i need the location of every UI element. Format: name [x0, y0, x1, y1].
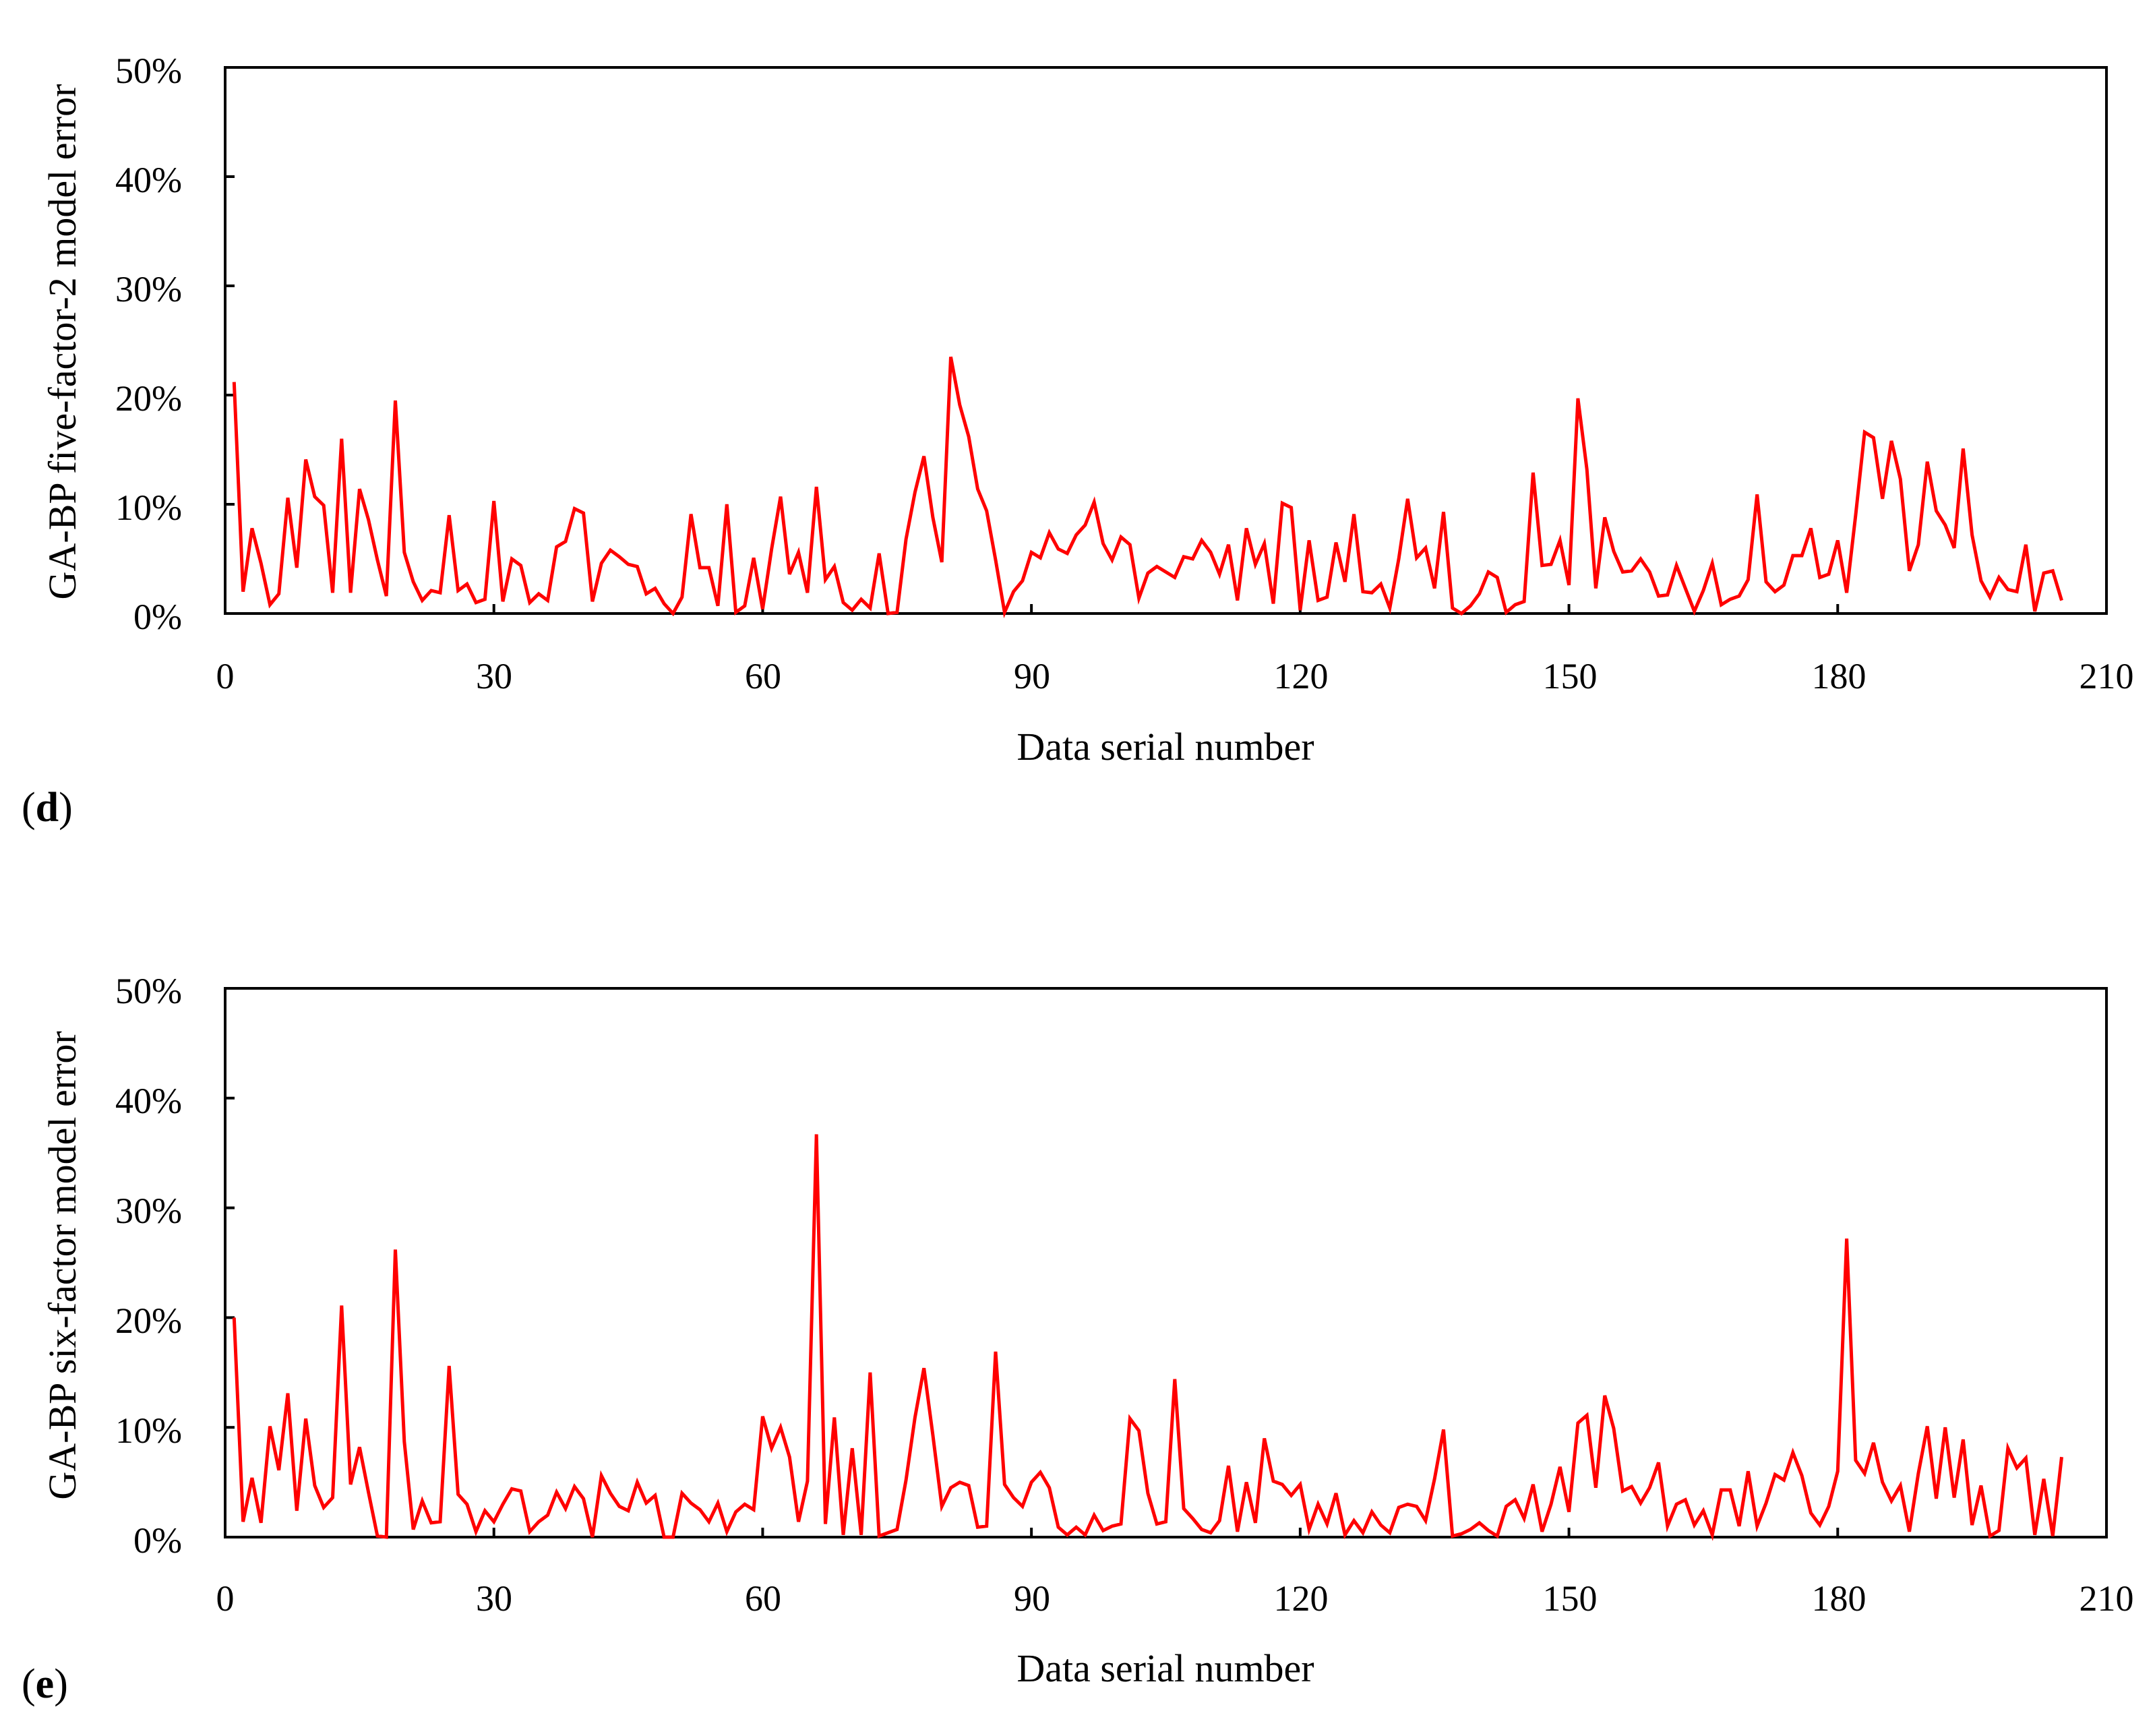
y-tick-label: 40% [115, 160, 182, 200]
x-tick-label: 180 [1812, 1578, 1866, 1619]
chart-panel-d: GA-BP five-factor-2 model error 0% 10% 2… [22, 51, 2134, 831]
y-tick-labels: 0% 10% 20% 30% 40% 50% [115, 971, 182, 1561]
y-tick-label: 30% [115, 1191, 182, 1231]
x-tick-label: 90 [1014, 1578, 1050, 1619]
x-tick-label: 90 [1014, 656, 1050, 696]
x-tick-labels: 0 30 60 90 120 150 180 210 [216, 656, 2134, 696]
y-tick-labels: 0% 10% 20% 30% 40% 50% [115, 51, 182, 637]
y-tick-label: 40% [115, 1081, 182, 1121]
x-tick-label: 120 [1274, 656, 1329, 696]
x-tick-label: 120 [1274, 1578, 1329, 1619]
plot-frame [224, 987, 2108, 1538]
x-tick-label: 0 [216, 656, 235, 696]
y-axis-title: GA-BP six-factor model error [40, 1031, 84, 1499]
y-axis-title: GA-BP five-factor-2 model error [40, 84, 84, 600]
series-line [232, 1134, 2063, 1541]
x-tick-label: 60 [745, 1578, 781, 1619]
series-line [232, 356, 2063, 619]
y-tick-label: 10% [115, 487, 182, 528]
y-tick-label: 20% [115, 1300, 182, 1341]
y-tick-label: 0% [133, 597, 182, 637]
x-tick-label: 30 [476, 1578, 512, 1619]
x-axis-title: Data serial number [1016, 1646, 1314, 1690]
chart-panel-e: GA-BP six-factor model error 0% 10% 20% … [22, 971, 2134, 1707]
x-tick-label: 180 [1812, 656, 1866, 696]
plot-frame [224, 66, 2108, 615]
x-tick-label: 210 [2080, 656, 2134, 696]
x-tick-label: 60 [745, 656, 781, 696]
panel-letter-e: e [36, 1661, 55, 1707]
y-tick-label: 30% [115, 269, 182, 309]
x-tick-label: 210 [2080, 1578, 2134, 1619]
panel-label-d: (d) [22, 785, 73, 831]
y-tick-label: 50% [115, 51, 182, 91]
x-tick-label: 0 [216, 1578, 235, 1619]
x-tick-label: 30 [476, 656, 512, 696]
panel-letter-d: d [36, 785, 59, 831]
y-tick-label: 10% [115, 1410, 182, 1451]
x-axis-title: Data serial number [1016, 725, 1314, 769]
x-tick-label: 150 [1543, 656, 1598, 696]
x-tick-labels: 0 30 60 90 120 150 180 210 [216, 1578, 2134, 1619]
x-tick-label: 150 [1543, 1578, 1598, 1619]
y-tick-label: 50% [115, 971, 182, 1011]
y-tick-label: 0% [133, 1520, 182, 1561]
y-tick-label: 20% [115, 378, 182, 419]
panel-label-e: (e) [22, 1661, 68, 1707]
